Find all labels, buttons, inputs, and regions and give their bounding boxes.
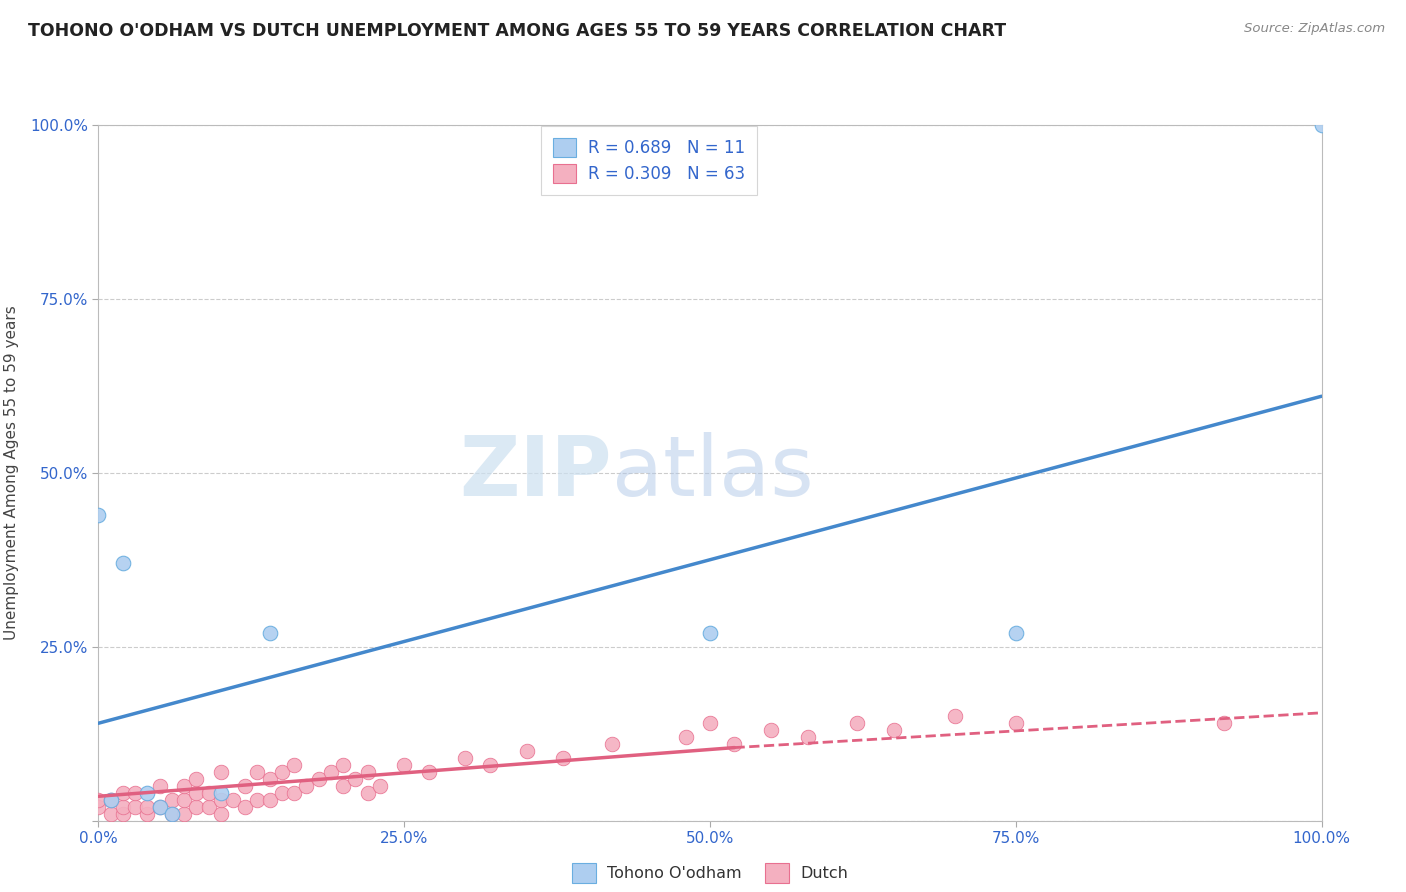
Point	[356, 764, 378, 779]
Point	[600, 737, 623, 751]
Text: ZIP: ZIP	[460, 433, 612, 513]
Point	[136, 799, 159, 814]
Point	[136, 786, 159, 800]
Point	[392, 758, 416, 772]
Point	[454, 751, 477, 765]
Legend: Tohono O'odham, Dutch: Tohono O'odham, Dutch	[565, 857, 855, 889]
Point	[186, 799, 208, 814]
Point	[478, 758, 501, 772]
Point	[100, 793, 122, 807]
Point	[259, 793, 281, 807]
Point	[160, 806, 183, 821]
Point	[173, 793, 195, 807]
Point	[723, 737, 745, 751]
Point	[553, 751, 575, 765]
Point	[943, 709, 966, 723]
Point	[111, 799, 134, 814]
Point	[136, 806, 159, 821]
Point	[87, 799, 110, 814]
Point	[197, 786, 219, 800]
Point	[186, 772, 208, 786]
Point	[100, 806, 122, 821]
Point	[173, 806, 195, 821]
Point	[87, 793, 110, 807]
Text: Source: ZipAtlas.com: Source: ZipAtlas.com	[1244, 22, 1385, 36]
Point	[332, 779, 354, 793]
Point	[1310, 118, 1333, 132]
Point	[246, 764, 269, 779]
Text: atlas: atlas	[612, 433, 814, 513]
Point	[173, 779, 195, 793]
Point	[222, 793, 245, 807]
Point	[111, 786, 134, 800]
Point	[344, 772, 367, 786]
Point	[319, 764, 342, 779]
Point	[186, 786, 208, 800]
Point	[209, 793, 232, 807]
Point	[124, 799, 146, 814]
Point	[111, 556, 134, 570]
Point	[283, 786, 305, 800]
Point	[149, 799, 172, 814]
Point	[100, 793, 122, 807]
Point	[883, 723, 905, 738]
Point	[124, 786, 146, 800]
Point	[295, 779, 318, 793]
Point	[699, 625, 721, 640]
Point	[160, 793, 183, 807]
Point	[308, 772, 330, 786]
Point	[699, 716, 721, 731]
Point	[209, 806, 232, 821]
Point	[332, 758, 354, 772]
Point	[797, 730, 820, 744]
Point	[270, 764, 294, 779]
Point	[259, 625, 281, 640]
Point	[209, 764, 232, 779]
Point	[197, 799, 219, 814]
Point	[111, 806, 134, 821]
Point	[233, 779, 256, 793]
Point	[515, 744, 537, 758]
Point	[270, 786, 294, 800]
Point	[761, 723, 783, 738]
Point	[149, 799, 172, 814]
Point	[283, 758, 305, 772]
Point	[356, 786, 378, 800]
Point	[845, 716, 868, 731]
Text: TOHONO O'ODHAM VS DUTCH UNEMPLOYMENT AMONG AGES 55 TO 59 YEARS CORRELATION CHART: TOHONO O'ODHAM VS DUTCH UNEMPLOYMENT AMO…	[28, 22, 1007, 40]
Point	[675, 730, 697, 744]
Y-axis label: Unemployment Among Ages 55 to 59 years: Unemployment Among Ages 55 to 59 years	[4, 305, 18, 640]
Point	[368, 779, 391, 793]
Point	[209, 786, 232, 800]
Point	[87, 508, 110, 522]
Point	[149, 779, 172, 793]
Point	[1004, 716, 1026, 731]
Point	[1212, 716, 1234, 731]
Point	[259, 772, 281, 786]
Point	[1004, 625, 1026, 640]
Point	[160, 806, 183, 821]
Point	[246, 793, 269, 807]
Point	[233, 799, 256, 814]
Point	[418, 764, 440, 779]
